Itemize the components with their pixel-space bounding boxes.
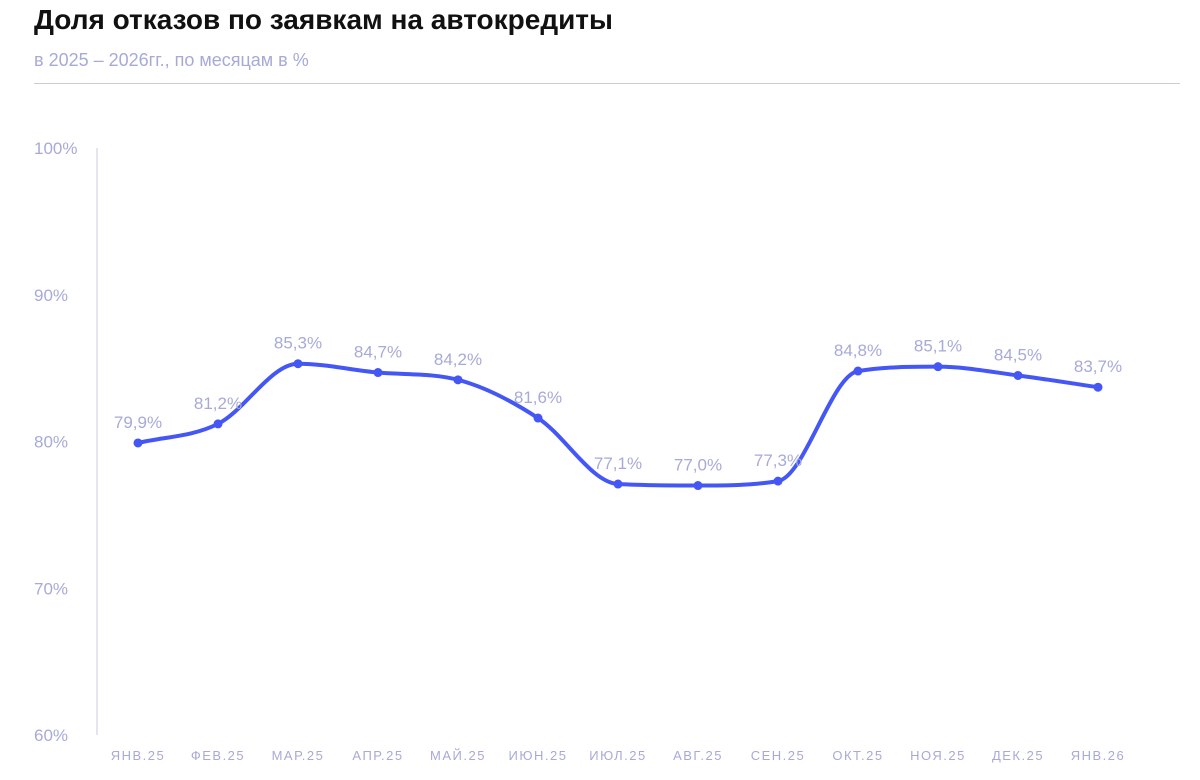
x-tick-label: ИЮН.25 <box>509 748 568 763</box>
data-label: 84,5% <box>994 345 1042 364</box>
y-tick-label: 60% <box>34 726 68 745</box>
x-tick-label: АВГ.25 <box>673 748 723 763</box>
data-point <box>933 362 943 372</box>
data-label: 85,3% <box>274 334 322 353</box>
y-tick-label: 80% <box>34 433 68 452</box>
x-tick-label: НОЯ.25 <box>910 748 966 763</box>
data-point <box>693 481 703 491</box>
data-point <box>1093 382 1103 392</box>
data-point <box>773 476 783 486</box>
y-tick-label: 70% <box>34 579 68 598</box>
x-tick-label: МАЙ.25 <box>430 748 486 763</box>
x-tick-label: ЯНВ.25 <box>111 748 166 763</box>
data-label: 79,9% <box>114 413 162 432</box>
data-point <box>293 359 303 369</box>
chart-subtitle: в 2025 – 2026гг., по месяцам в % <box>34 50 309 70</box>
series-group <box>133 359 1103 491</box>
x-tick-label: МАР.25 <box>272 748 325 763</box>
data-point <box>613 479 623 489</box>
x-tick-label: ИЮЛ.25 <box>589 748 647 763</box>
data-label: 84,7% <box>354 343 402 362</box>
data-label: 77,0% <box>674 456 722 475</box>
data-point <box>133 438 143 448</box>
header-divider <box>34 83 1180 84</box>
data-label: 84,8% <box>834 341 882 360</box>
data-point <box>1013 370 1023 380</box>
data-label: 84,2% <box>434 350 482 369</box>
data-point <box>453 375 463 385</box>
data-point <box>533 413 543 423</box>
data-label: 81,2% <box>194 394 242 413</box>
data-label: 77,3% <box>754 451 802 470</box>
x-tick-label: ЯНВ.26 <box>1071 748 1126 763</box>
x-axis: ЯНВ.25 ФЕВ.25 МАР.25 АПР.25 МАЙ.25 ИЮН.25 ИЮЛ.… <box>111 748 1126 763</box>
y-tick-label: 90% <box>34 286 68 305</box>
data-label: 83,7% <box>1074 357 1122 376</box>
y-axis: 60% 70% 80% 90% 100% <box>34 139 98 745</box>
chart-title: Доля отказов по заявкам на автокредиты <box>34 4 613 35</box>
x-tick-label: ФЕВ.25 <box>191 748 245 763</box>
data-point <box>853 366 863 376</box>
data-point <box>213 419 223 429</box>
data-point <box>373 368 383 378</box>
data-labels-group: 79,9% 81,2% 85,3% 84,7% 84,2% 81,6% 77,1% 77,0%… <box>114 334 1122 475</box>
y-tick-label: 100% <box>34 139 77 158</box>
x-tick-label: ОКТ.25 <box>832 748 883 763</box>
data-label: 77,1% <box>594 454 642 473</box>
data-label: 85,1% <box>914 337 962 356</box>
x-tick-label: ДЕК.25 <box>992 748 1044 763</box>
data-label: 81,6% <box>514 388 562 407</box>
x-tick-label: АПР.25 <box>352 748 403 763</box>
x-tick-label: СЕН.25 <box>751 748 806 763</box>
